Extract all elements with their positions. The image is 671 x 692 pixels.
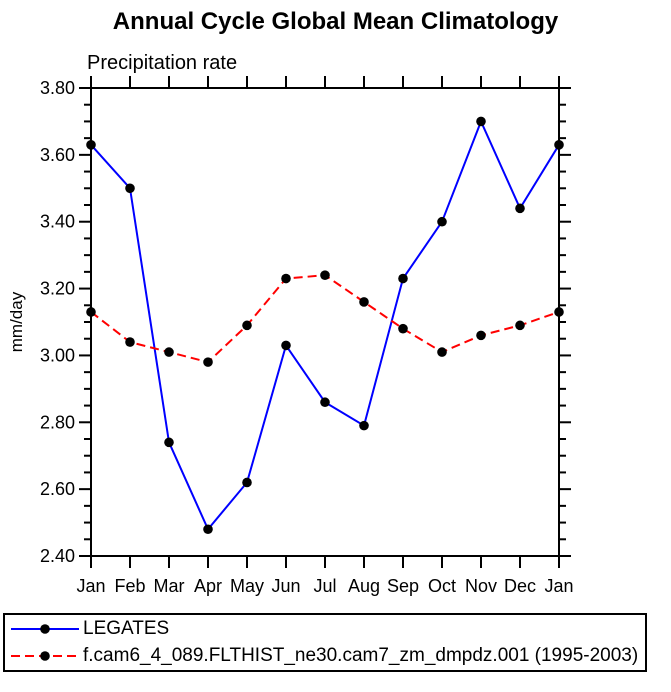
- y-axis-label: mm/day: [7, 291, 26, 352]
- data-point-marker: [476, 116, 486, 127]
- data-point-marker: [437, 347, 447, 357]
- x-axis-tick-label: Nov: [465, 576, 497, 596]
- data-point-marker: [86, 307, 96, 317]
- legend-sample-marker: [40, 624, 50, 634]
- legend-entry-legates: LEGATES: [9, 616, 645, 642]
- data-point-marker: [359, 420, 369, 431]
- x-axis-tick-label: Jul: [313, 576, 336, 596]
- data-point-marker: [515, 320, 525, 331]
- x-axis-tick-label: Oct: [428, 576, 456, 596]
- x-axis-tick-label: Jun: [271, 576, 300, 596]
- data-point-marker: [554, 307, 564, 317]
- y-axis-tick-label: 3.60: [40, 145, 75, 165]
- legend-box: LEGATES f.cam6_4_089.FLTHIST_ne30.cam7_z…: [3, 613, 647, 672]
- data-point-marker: [320, 270, 330, 281]
- data-point-marker: [398, 323, 408, 334]
- data-point-marker: [242, 320, 252, 331]
- legend-label-legates: LEGATES: [83, 618, 170, 639]
- x-axis-tick-label: Mar: [154, 576, 185, 596]
- data-point-marker: [554, 140, 564, 150]
- data-point-marker: [203, 524, 213, 535]
- x-axis-tick-label: Sep: [387, 576, 419, 596]
- y-axis-tick-label: 3.00: [40, 345, 75, 365]
- chart-subtitle: Precipitation rate: [87, 52, 238, 74]
- y-axis-tick-label: 2.60: [40, 479, 75, 499]
- y-axis-tick-label: 3.20: [40, 279, 75, 299]
- data-point-marker: [281, 273, 291, 284]
- data-point-marker: [515, 203, 525, 214]
- x-axis-tick-label: Dec: [504, 576, 536, 596]
- series-line-0: [90, 118, 560, 532]
- plot-frame: [90, 87, 560, 557]
- data-point-marker: [125, 183, 135, 194]
- data-point-marker: [86, 140, 96, 150]
- x-axis-tick-label: Apr: [194, 576, 222, 596]
- data-point-marker: [125, 337, 135, 347]
- data-point-marker: [398, 273, 408, 284]
- plot-area: 2.40 2.60 2.80 3.00 3.20 3.40 3.60 3.80 Jan Feb Ma…: [7, 76, 574, 596]
- y-axis-tick-label: 2.80: [40, 412, 75, 432]
- legend-sample-marker: [40, 651, 50, 661]
- data-point-marker: [203, 357, 213, 367]
- x-axis-tick-label: Jan: [76, 576, 105, 596]
- legates-line-sample-icon: [11, 624, 79, 634]
- legend-label-model: f.cam6_4_089.FLTHIST_ne30.cam7_zm_dmpdz.…: [83, 645, 639, 666]
- data-point-marker: [437, 216, 447, 227]
- data-point-marker: [242, 477, 252, 488]
- data-point-marker: [164, 437, 174, 448]
- y-axis-tick-label: 3.40: [40, 212, 75, 232]
- series-line-1: [90, 274, 560, 364]
- x-axis-tick-label: May: [230, 576, 264, 596]
- model-line-sample-icon: [11, 651, 79, 661]
- x-axis-tick-label: Jan: [544, 576, 573, 596]
- x-axis-tick-label: Aug: [348, 576, 380, 596]
- data-point-marker: [359, 297, 369, 307]
- data-point-marker: [164, 347, 174, 357]
- legend-entry-model: f.cam6_4_089.FLTHIST_ne30.cam7_zm_dmpdz.…: [9, 643, 645, 669]
- y-axis-tick-label: 2.40: [40, 546, 75, 566]
- chart-title: Annual Cycle Global Mean Climatology: [112, 8, 559, 35]
- data-point-marker: [320, 397, 330, 408]
- y-axis-tick-label: 3.80: [40, 78, 75, 98]
- data-point-marker: [476, 330, 486, 341]
- data-point-marker: [281, 340, 291, 351]
- x-axis-tick-label: Feb: [114, 576, 145, 596]
